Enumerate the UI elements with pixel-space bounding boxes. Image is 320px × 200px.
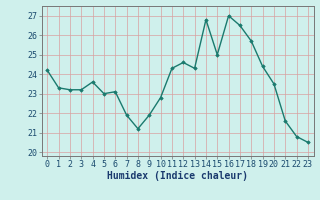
- X-axis label: Humidex (Indice chaleur): Humidex (Indice chaleur): [107, 171, 248, 181]
